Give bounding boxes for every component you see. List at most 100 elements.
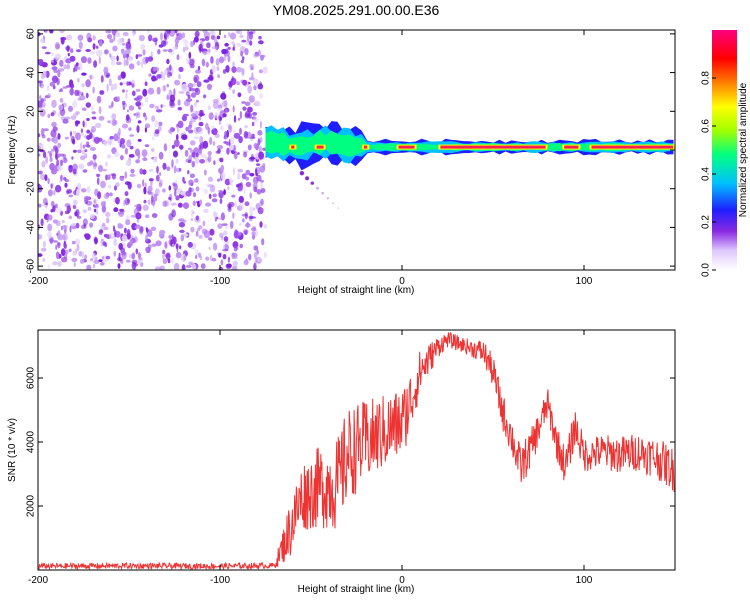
noise-blob <box>258 35 262 40</box>
noise-blob <box>40 143 44 151</box>
noise-blob <box>83 223 86 228</box>
noise-blob <box>115 182 120 188</box>
noise-blob <box>189 140 196 146</box>
noise-blob <box>260 198 264 206</box>
noise-blob <box>113 151 120 157</box>
noise-blob <box>249 64 254 68</box>
noise-blob <box>59 88 63 93</box>
noise-blob <box>259 120 262 129</box>
noise-blob <box>251 234 256 240</box>
noise-blob <box>219 56 225 64</box>
noise-blob <box>188 129 194 134</box>
noise-blob <box>153 156 158 163</box>
noise-blob <box>93 199 96 204</box>
noise-blob <box>173 139 180 148</box>
noise-blob <box>77 149 82 154</box>
noise-blob <box>166 58 170 65</box>
noise-blob <box>103 140 108 146</box>
noise-blob <box>97 191 102 200</box>
noise-blob <box>189 149 195 153</box>
noise-blob <box>225 109 228 113</box>
noise-blob <box>253 53 259 58</box>
noise-blob <box>144 96 149 103</box>
noise-blob <box>99 90 105 95</box>
noise-blob <box>155 105 159 110</box>
noise-blob <box>233 115 237 123</box>
noise-blob <box>63 177 67 181</box>
noise-blob <box>195 255 198 259</box>
noise-blob <box>135 111 141 119</box>
noise-blob <box>102 241 107 246</box>
noise-blob <box>192 200 196 206</box>
noise-blob <box>128 56 134 61</box>
signal-core-red <box>591 145 673 149</box>
noise-blob <box>79 95 86 101</box>
noise-blob <box>52 85 56 90</box>
noise-blob <box>90 50 95 55</box>
noise-blob <box>209 228 215 236</box>
noise-blob <box>217 223 223 230</box>
noise-blob <box>193 136 199 140</box>
noise-blob <box>190 113 197 118</box>
noise-blob <box>147 34 153 42</box>
noise-blob <box>118 243 123 250</box>
noise-blob <box>119 82 123 86</box>
noise-blob <box>155 174 160 182</box>
noise-blob <box>68 248 72 252</box>
noise-blob <box>232 129 236 133</box>
noise-blob <box>249 32 253 40</box>
noise-blob <box>237 117 241 121</box>
noise-blob <box>216 145 224 150</box>
noise-blob <box>136 95 143 99</box>
noise-blob <box>217 217 222 220</box>
noise-blob <box>148 73 152 77</box>
noise-blob <box>130 79 136 86</box>
noise-blob <box>223 189 227 196</box>
noise-blob <box>68 105 73 112</box>
noise-blob <box>190 92 197 98</box>
noise-blob <box>50 59 54 63</box>
noise-blob <box>50 148 55 152</box>
noise-blob <box>82 209 88 214</box>
noise-blob <box>55 207 62 214</box>
noise-blob <box>85 92 89 99</box>
noise-blob <box>217 148 221 154</box>
noise-blob <box>207 157 211 162</box>
noise-blob <box>83 233 90 239</box>
noise-blob <box>38 153 41 157</box>
noise-blob <box>203 79 210 83</box>
noise-blob <box>258 93 264 99</box>
noise-blob <box>94 237 98 245</box>
noise-blob <box>110 60 116 66</box>
noise-blob <box>259 221 263 228</box>
noise-blob <box>236 184 240 188</box>
noise-blob <box>96 177 100 186</box>
noise-blob <box>125 116 132 124</box>
noise-blob <box>97 137 103 142</box>
noise-blob <box>191 160 196 168</box>
noise-blob <box>108 105 113 109</box>
noise-blob <box>129 253 132 259</box>
noise-blob <box>239 111 243 119</box>
noise-blob <box>203 208 209 213</box>
noise-blob <box>244 230 248 235</box>
noise-blob <box>121 144 126 149</box>
noise-blob <box>240 59 244 64</box>
colorbar-tick-label: 0.8 <box>701 71 712 85</box>
noise-blob <box>62 86 68 89</box>
noise-blob <box>255 172 258 177</box>
noise-blob <box>71 223 77 226</box>
noise-blob <box>172 46 179 50</box>
noise-blob <box>141 149 148 158</box>
noise-blob <box>69 88 74 96</box>
colorbar-gradient <box>712 30 737 270</box>
noise-blob <box>124 197 130 206</box>
noise-blob <box>126 52 130 59</box>
secondary-streak-dot <box>337 207 339 209</box>
noise-blob <box>82 120 85 128</box>
noise-blob <box>140 61 144 69</box>
noise-blob <box>106 217 110 224</box>
noise-blob <box>74 211 78 217</box>
noise-blob <box>193 83 196 87</box>
